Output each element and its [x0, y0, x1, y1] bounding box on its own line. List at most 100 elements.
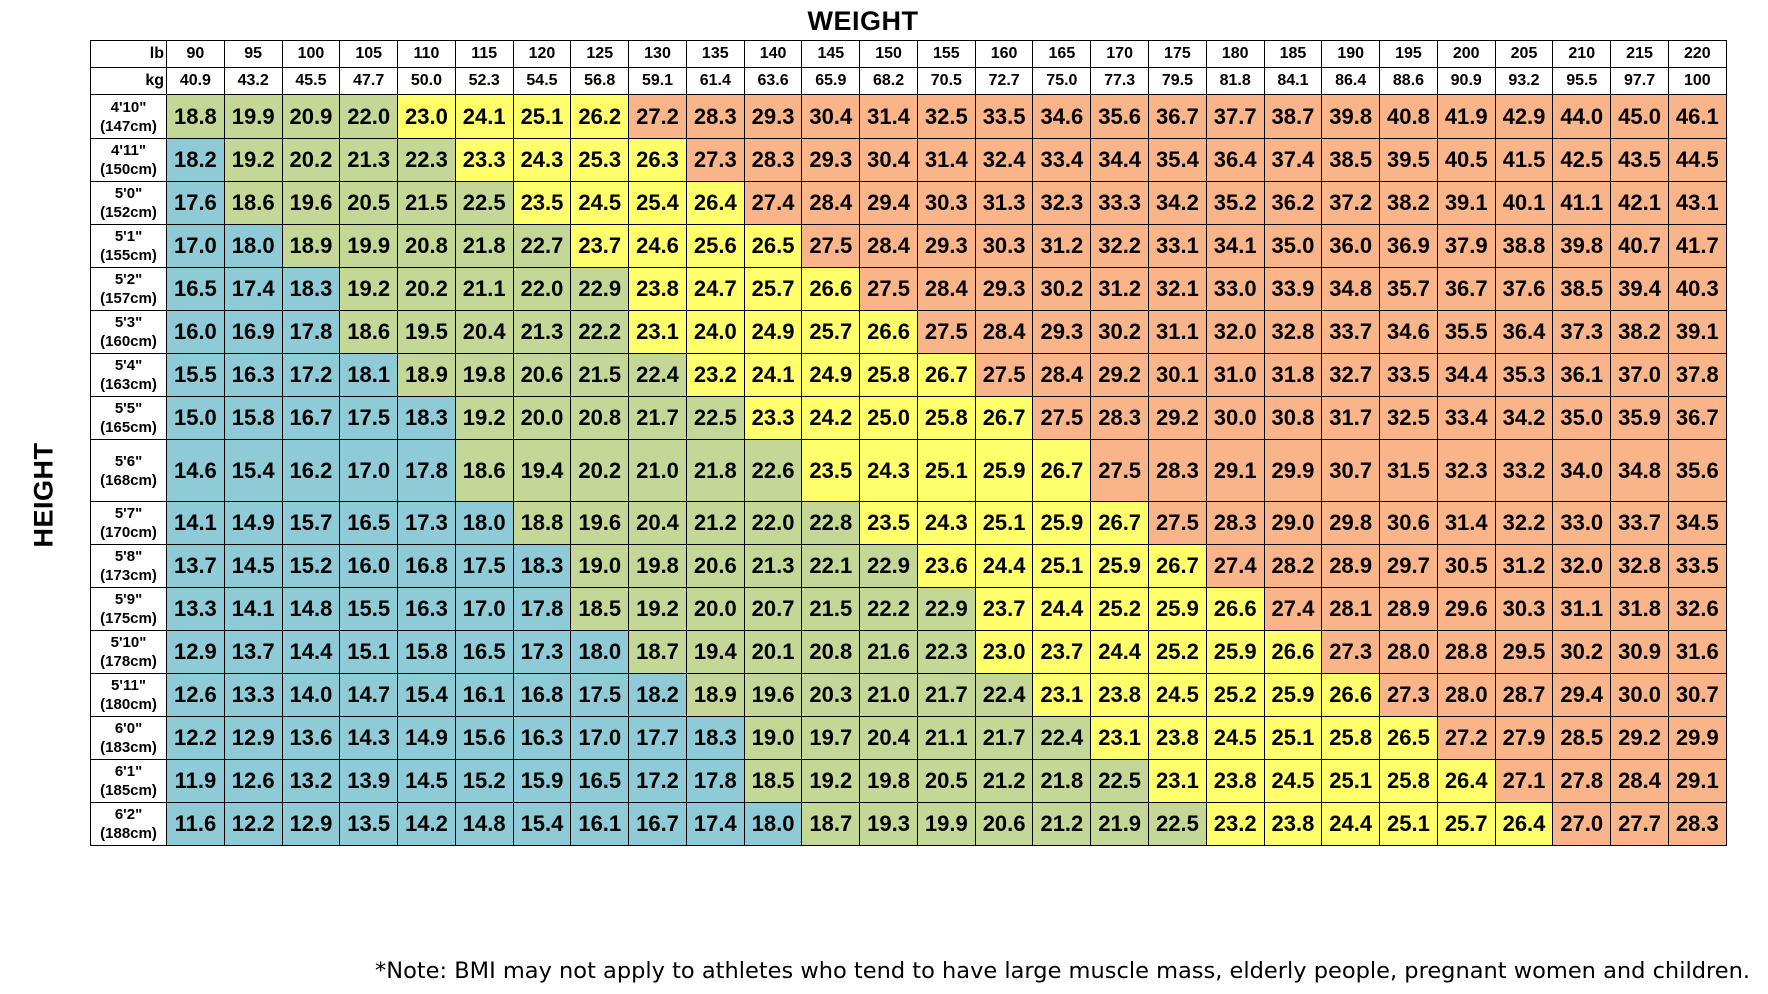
bmi-cell: 14.2	[397, 802, 456, 846]
bmi-cell: 24.5	[1263, 759, 1323, 803]
bmi-cell: 20.3	[801, 673, 861, 717]
bmi-cell: 28.0	[1379, 630, 1438, 674]
bmi-cell: 12.2	[166, 716, 225, 760]
bmi-cell: 18.3	[685, 716, 745, 760]
bmi-cell: 41.1	[1552, 181, 1612, 225]
weight-kg-tick-label: 68.2	[859, 67, 918, 95]
bmi-cell: 29.4	[1552, 673, 1612, 717]
bmi-cell: 30.2	[1090, 310, 1150, 354]
bmi-cell: 18.3	[397, 396, 456, 440]
height-cm-label: (150cm)	[100, 161, 157, 178]
bmi-cell: 27.3	[685, 138, 745, 182]
weight-kg-unit-label: kg	[90, 67, 167, 95]
bmi-cell: 15.8	[397, 630, 456, 674]
bmi-cell: 23.5	[859, 501, 918, 545]
weight-kg-row: kg 40.9 43.2 45.5 47.7 50.0 52.3 54.5 56.8 59.1 61…	[90, 67, 1727, 95]
bmi-cell: 29.5	[1494, 630, 1554, 674]
bmi-cell: 19.2	[628, 587, 687, 631]
bmi-cell: 22.5	[685, 396, 745, 440]
bmi-cell: 34.0	[1552, 439, 1612, 502]
bmi-cell: 21.5	[570, 353, 630, 397]
bmi-cell: 21.1	[916, 716, 976, 760]
bmi-cell: 17.2	[281, 353, 341, 397]
bmi-cell: 15.0	[166, 396, 225, 440]
bmi-cell: 24.4	[1032, 587, 1092, 631]
bmi-cell: 39.1	[1667, 310, 1727, 354]
weight-kg-tick-label: 65.9	[801, 67, 861, 95]
bmi-cell: 19.4	[685, 630, 745, 674]
bmi-cell: 27.8	[1552, 759, 1612, 803]
bmi-cell: 30.3	[1494, 587, 1554, 631]
bmi-cell: 18.8	[512, 501, 572, 545]
bmi-cell: 28.9	[1379, 587, 1438, 631]
height-cm-label: (180cm)	[100, 696, 157, 713]
bmi-cell: 29.8	[1321, 501, 1381, 545]
weight-lb-tick-label: 175	[1148, 40, 1207, 68]
bmi-cell: 31.8	[1263, 353, 1323, 397]
bmi-cell: 25.1	[512, 94, 572, 139]
bmi-cell: 25.6	[685, 224, 745, 268]
bmi-cell: 19.6	[743, 673, 803, 717]
bmi-cell: 22.9	[570, 267, 630, 311]
bmi-cell: 39.1	[1436, 181, 1496, 225]
bmi-cell: 29.1	[1667, 759, 1727, 803]
bmi-cell: 24.9	[801, 353, 861, 397]
weight-lb-tick-label: 155	[916, 40, 976, 68]
bmi-cell: 36.2	[1263, 181, 1323, 225]
bmi-cell: 21.7	[916, 673, 976, 717]
height-row: 5'2" (157cm) 16.5 17.4 18.3 19.2 20.2 21.1 22.0 2…	[90, 267, 1727, 311]
bmi-cell: 40.3	[1667, 267, 1727, 311]
height-cm-label: (178cm)	[100, 653, 157, 670]
bmi-cell: 30.0	[1610, 673, 1669, 717]
bmi-cell: 20.4	[859, 716, 918, 760]
bmi-cell: 34.8	[1610, 439, 1669, 502]
weight-lb-tick-label: 165	[1032, 40, 1092, 68]
bmi-cell: 21.5	[801, 587, 861, 631]
bmi-cell: 27.9	[1494, 716, 1554, 760]
weight-kg-tick-label: 63.6	[743, 67, 803, 95]
height-row: 4'10" (147cm) 18.8 19.9 20.9 22.0 23.0 24.1 25.1…	[90, 94, 1727, 139]
weight-kg-tick-label: 56.8	[570, 67, 630, 95]
bmi-cell: 11.6	[166, 802, 225, 846]
weight-lb-tick-label: 105	[339, 40, 399, 68]
weight-lb-tick-label: 150	[859, 40, 918, 68]
bmi-cell: 32.8	[1610, 544, 1669, 588]
bmi-cell: 28.4	[859, 224, 918, 268]
bmi-cell: 22.4	[628, 353, 687, 397]
bmi-cell: 28.3	[1667, 802, 1727, 846]
weight-lb-tick-label: 95	[223, 40, 283, 68]
bmi-cell: 19.8	[859, 759, 918, 803]
bmi-cell: 19.5	[397, 310, 456, 354]
bmi-cell: 26.5	[1379, 716, 1438, 760]
bmi-cell: 20.0	[512, 396, 572, 440]
bmi-cell: 22.1	[801, 544, 861, 588]
bmi-cell: 21.8	[685, 439, 745, 502]
bmi-cell: 22.7	[512, 224, 572, 268]
bmi-cell: 17.3	[397, 501, 456, 545]
bmi-cell: 21.0	[628, 439, 687, 502]
bmi-cell: 16.3	[512, 716, 572, 760]
bmi-cell: 20.4	[454, 310, 514, 354]
bmi-cell: 22.2	[859, 587, 918, 631]
bmi-cell: 28.0	[1436, 673, 1496, 717]
bmi-cell: 25.9	[1263, 673, 1323, 717]
bmi-cell: 17.0	[339, 439, 399, 502]
bmi-cell: 31.8	[1610, 587, 1669, 631]
bmi-table: lb 90 95 100 105 110 115 120 125 130 135 140 145 150 1…	[90, 40, 1727, 846]
weight-lb-tick-label: 145	[801, 40, 861, 68]
height-ft-label: 5'11"	[111, 677, 146, 694]
bmi-cell: 13.7	[166, 544, 225, 588]
bmi-cell: 28.4	[1032, 353, 1092, 397]
bmi-cell: 39.8	[1321, 94, 1381, 139]
height-ft-label: 4'11"	[111, 142, 146, 159]
bmi-cell: 36.7	[1148, 94, 1207, 139]
bmi-cell: 20.5	[339, 181, 399, 225]
bmi-cell: 24.5	[1205, 716, 1265, 760]
bmi-cell: 21.7	[974, 716, 1034, 760]
bmi-cell: 33.7	[1321, 310, 1381, 354]
bmi-cell: 23.5	[801, 439, 861, 502]
weight-kg-tick-label: 50.0	[397, 67, 456, 95]
bmi-cell: 28.3	[685, 94, 745, 139]
bmi-cell: 27.4	[743, 181, 803, 225]
bmi-cell: 20.5	[916, 759, 976, 803]
